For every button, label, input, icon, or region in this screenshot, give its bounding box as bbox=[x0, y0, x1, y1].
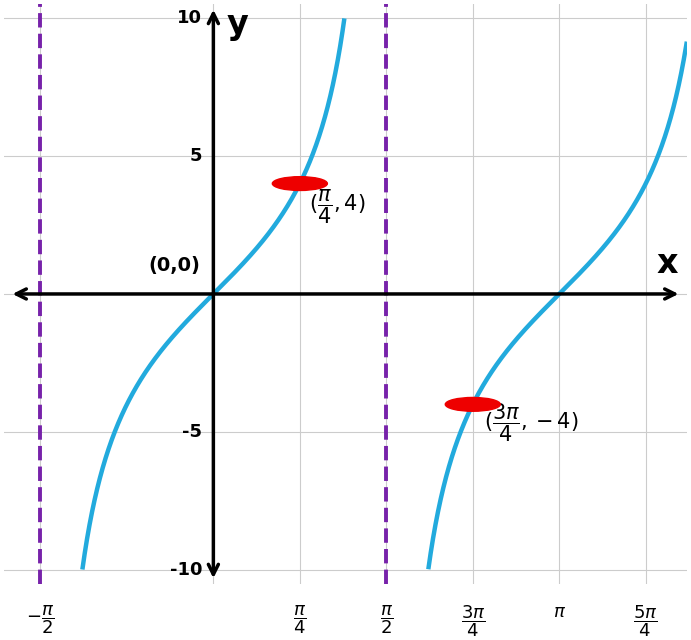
Text: $\pi$: $\pi$ bbox=[553, 603, 566, 621]
Text: 10: 10 bbox=[178, 9, 202, 27]
Text: $(\dfrac{3\pi}{4},-4)$: $(\dfrac{3\pi}{4},-4)$ bbox=[484, 402, 578, 444]
Text: $(\dfrac{\pi}{4},4)$: $(\dfrac{\pi}{4},4)$ bbox=[309, 188, 365, 226]
Text: $\dfrac{3\pi}{4}$: $\dfrac{3\pi}{4}$ bbox=[460, 603, 485, 639]
Text: $-\dfrac{\pi}{2}$: $-\dfrac{\pi}{2}$ bbox=[26, 603, 55, 636]
Text: y: y bbox=[227, 8, 248, 42]
Text: -10: -10 bbox=[170, 561, 202, 579]
Text: $\dfrac{5\pi}{4}$: $\dfrac{5\pi}{4}$ bbox=[634, 603, 658, 639]
Text: x: x bbox=[656, 247, 678, 280]
Text: $\dfrac{\pi}{2}$: $\dfrac{\pi}{2}$ bbox=[379, 603, 393, 636]
Text: (0,0): (0,0) bbox=[149, 255, 200, 275]
Circle shape bbox=[272, 177, 328, 191]
Circle shape bbox=[445, 397, 500, 412]
Text: $\dfrac{\pi}{4}$: $\dfrac{\pi}{4}$ bbox=[293, 603, 307, 636]
Text: -5: -5 bbox=[182, 423, 202, 441]
Text: 5: 5 bbox=[190, 147, 202, 165]
